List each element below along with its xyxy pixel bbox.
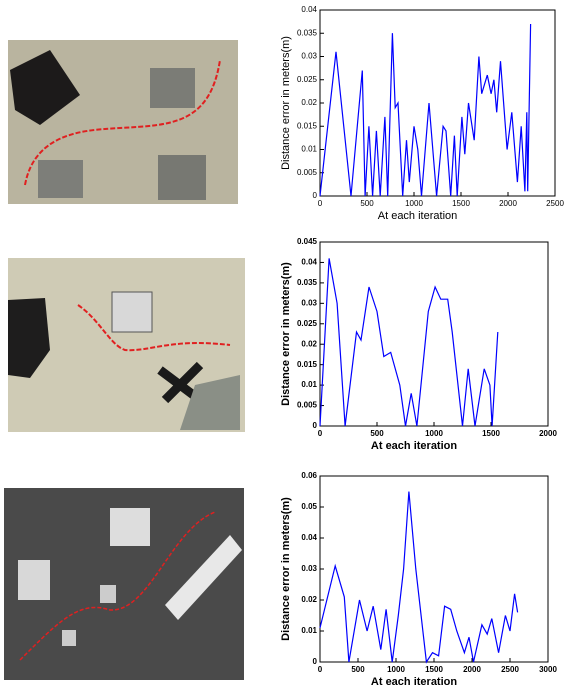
- x-tick-label: 1500: [482, 429, 500, 438]
- y-tick-label: 0.025: [297, 75, 318, 84]
- y-tick-label: 0.005: [297, 168, 318, 177]
- x-axis-label: At each iteration: [371, 676, 457, 688]
- y-tick-label: 0.03: [301, 564, 317, 573]
- box: [112, 292, 152, 332]
- x-tick-label: 2000: [463, 665, 481, 674]
- y-tick-label: 0.04: [301, 258, 317, 267]
- y-tick-label: 0.02: [301, 595, 317, 604]
- y-tick-label: 0.06: [301, 471, 317, 480]
- figure: 0 0.005 0.01 0.015 0.02 0.025 0.03 0.035 0.04 0 50…: [0, 0, 566, 696]
- photo: [8, 40, 238, 204]
- y-tick-label: 0.03: [301, 298, 317, 307]
- photo: [8, 258, 245, 432]
- y-tick-label: 0.035: [297, 28, 318, 37]
- y-tick-label: 0.04: [301, 533, 317, 542]
- x-tick-label: 500: [351, 665, 365, 674]
- x-tick-label: 1000: [405, 199, 423, 208]
- x-tick-label: 2000: [539, 429, 557, 438]
- x-axis-label: At each iteration: [371, 440, 457, 452]
- x-tick-label: 1500: [425, 665, 443, 674]
- x-tick-label: 1500: [452, 199, 470, 208]
- y-tick-label: 0.015: [297, 360, 318, 369]
- y-tick-label: 0.005: [297, 401, 318, 410]
- box: [62, 630, 76, 646]
- y-tick-label: 0.05: [301, 502, 317, 511]
- y-tick-label: 0.045: [297, 237, 318, 246]
- x-tick-label: 0: [318, 199, 323, 208]
- y-tick-label: 0.015: [297, 121, 318, 130]
- x-tick-label: 500: [360, 199, 374, 208]
- x-tick-label: 1000: [425, 429, 443, 438]
- y-tick-label: 0.04: [301, 5, 317, 14]
- plot-frame: [320, 10, 555, 196]
- y-tick-label: 0.02: [301, 98, 317, 107]
- x-tick-label: 0: [318, 429, 323, 438]
- stool: [150, 68, 195, 108]
- y-tick-label: 0.02: [301, 339, 317, 348]
- photo: [4, 488, 244, 680]
- x-tick-label: 2500: [546, 199, 564, 208]
- y-tick-label: 0.01: [301, 626, 317, 635]
- box: [100, 585, 116, 603]
- y-axis-label: Distance error in meters(m): [280, 497, 292, 641]
- x-tick-label: 500: [370, 429, 384, 438]
- x-tick-label: 0: [318, 665, 323, 674]
- stool: [38, 160, 83, 198]
- y-tick-label: 0.025: [297, 319, 318, 328]
- x-tick-label: 2500: [501, 665, 519, 674]
- box: [110, 508, 150, 546]
- y-tick-label: 0.01: [301, 380, 317, 389]
- plot-frame: [320, 242, 548, 426]
- x-tick-label: 1000: [387, 665, 405, 674]
- y-tick-label: 0.035: [297, 278, 318, 287]
- stool: [158, 155, 206, 200]
- x-tick-label: 3000: [539, 665, 557, 674]
- x-axis-label: At each iteration: [378, 210, 458, 222]
- box: [18, 560, 50, 600]
- y-tick-label: 0.01: [301, 145, 317, 154]
- y-tick-label: 0.03: [301, 52, 317, 61]
- y-axis-label: Distance error in meters(m): [280, 262, 292, 406]
- y-axis-label: Distance error in meters(m): [280, 36, 292, 170]
- x-tick-label: 2000: [499, 199, 517, 208]
